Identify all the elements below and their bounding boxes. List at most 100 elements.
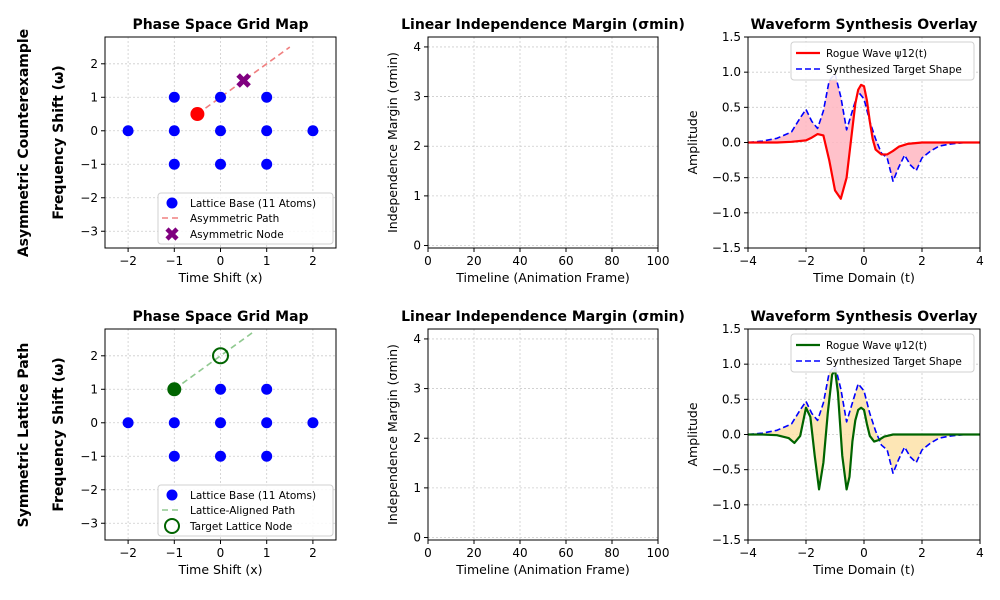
- lattice-point: [307, 125, 319, 137]
- y-tick-label: 1: [90, 90, 98, 104]
- y-tick-label: −1: [80, 157, 98, 171]
- y-tick-label: 0: [90, 416, 98, 430]
- panel-title: Phase Space Grid Map: [132, 17, 308, 33]
- lattice-point: [215, 383, 226, 395]
- series-line: [748, 72, 980, 182]
- lattice-point: [261, 417, 273, 429]
- path-line: [196, 46, 291, 115]
- plot-area: [748, 364, 980, 491]
- y-tick-label: 0.5: [722, 100, 741, 114]
- y-tick-label: −0.5: [712, 463, 741, 477]
- chart-panel-row1-margin: 0 20 40 60 80 100 0 1 2 3 4 Linear Independence Mar…: [385, 17, 685, 285]
- legend-box: [790, 333, 975, 373]
- start-point: [167, 382, 182, 397]
- legend-label-series: Synthesized Target Shape: [826, 356, 962, 368]
- start-point: [190, 107, 205, 122]
- x-tick-label: 80: [604, 254, 619, 268]
- x-tick-label: −2: [119, 254, 137, 268]
- x-tick-label: 2: [309, 254, 317, 268]
- legend-label-lattice: Lattice Base (11 Atoms): [190, 198, 316, 210]
- legend: Lattice Base (11 Atoms) Lattice-Aligned P…: [157, 484, 334, 537]
- y-axis-label: Independence Margin (σmin): [385, 52, 400, 233]
- x-tick-label: 1: [263, 254, 271, 268]
- axes-frame: [427, 36, 659, 249]
- panel-title: Linear Independence Margin (σmin): [401, 17, 685, 33]
- x-tick-label: 0: [424, 254, 432, 268]
- lattice-point: [215, 417, 226, 429]
- lattice-point: [168, 450, 180, 462]
- chart-panel-row2-wave: −4 −2 0 2 4 −1.5 −1.0 −0.5 0.0 0.5 1.0 1.5 Waveform …: [685, 309, 984, 577]
- y-tick-label: 1.0: [722, 65, 741, 79]
- x-tick-label: 2: [918, 254, 926, 268]
- y-tick-label: 0: [413, 239, 421, 253]
- x-tick-label: −2: [797, 546, 815, 560]
- legend-marker-target: [165, 227, 179, 241]
- legend-label-path: Lattice-Aligned Path: [190, 505, 295, 517]
- x-tick-label: 20: [466, 546, 481, 560]
- x-tick-label: −2: [797, 254, 815, 268]
- lattice-point: [168, 417, 180, 429]
- path-line: [173, 331, 254, 390]
- y-tick-label: 1: [90, 382, 98, 396]
- lattice-point: [215, 91, 226, 103]
- y-axis-label: Independence Margin (σmin): [385, 344, 400, 525]
- y-tick-label: −1.5: [712, 241, 741, 255]
- legend-marker-lattice: [166, 197, 178, 209]
- series-line: [748, 368, 980, 491]
- y-tick-label: −3: [80, 224, 98, 238]
- x-tick-label: −4: [739, 254, 757, 268]
- y-tick-label: 2: [90, 349, 98, 363]
- lattice-point: [261, 158, 273, 170]
- y-tick-label: 1.5: [722, 322, 741, 336]
- legend: Rogue Wave ψ12(t) Synthesized Target Shap…: [790, 333, 975, 373]
- y-tick-label: 1: [413, 189, 421, 203]
- fill-between-area: [748, 73, 980, 199]
- y-tick-label: −1.0: [712, 206, 741, 220]
- lattice-point: [261, 91, 273, 103]
- x-tick-label: 40: [512, 546, 527, 560]
- series-line: [748, 364, 980, 474]
- y-tick-label: 3: [413, 382, 421, 396]
- x-tick-label: 20: [466, 254, 481, 268]
- x-axis-label: Timeline (Animation Frame): [455, 270, 630, 285]
- y-tick-label: 0: [90, 124, 98, 138]
- y-tick-label: 0.0: [722, 136, 741, 150]
- y-axis-label: Frequency Shift (ω): [51, 65, 67, 219]
- y-axis-label: Amplitude: [685, 402, 700, 466]
- x-tick-label: 2: [918, 546, 926, 560]
- y-tick-label: −1.0: [712, 498, 741, 512]
- chart-panel-row1-wave: −4 −2 0 2 4 −1.5 −1.0 −0.5 0.0 0.5 1.0 1.5 Waveform …: [685, 17, 984, 285]
- axes-frame: [427, 328, 659, 541]
- lattice-point: [261, 125, 273, 137]
- lattice-point: [215, 158, 226, 170]
- x-tick-label: 1: [263, 546, 271, 560]
- legend-label-lattice: Lattice Base (11 Atoms): [190, 490, 316, 502]
- legend-label-path: Asymmetric Path: [190, 213, 279, 225]
- y-axis-label: Amplitude: [685, 110, 700, 174]
- panel-title: Phase Space Grid Map: [132, 309, 308, 325]
- legend: Lattice Base (11 Atoms) Asymmetric Path As…: [157, 192, 334, 245]
- x-tick-label: 0: [860, 546, 868, 560]
- lattice-point: [168, 91, 180, 103]
- legend-label-series: Synthesized Target Shape: [826, 64, 962, 76]
- lattice-point: [215, 125, 226, 137]
- legend-marker-lattice: [166, 489, 178, 501]
- x-axis-label: Time Domain (t): [812, 270, 915, 285]
- x-tick-label: 0: [217, 254, 225, 268]
- y-axis-label: Frequency Shift (ω): [51, 357, 67, 511]
- legend-label-series: Rogue Wave ψ12(t): [826, 48, 927, 60]
- x-tick-label: −2: [119, 546, 137, 560]
- x-axis-label: Time Shift (x): [177, 270, 262, 285]
- y-tick-label: 0: [413, 531, 421, 545]
- y-tick-label: 2: [90, 57, 98, 71]
- fill-between-area: [748, 365, 980, 490]
- panel-title: Linear Independence Margin (σmin): [401, 309, 685, 325]
- x-tick-label: 0: [424, 546, 432, 560]
- target-marker: [212, 347, 229, 365]
- y-tick-label: 1.0: [722, 357, 741, 371]
- x-tick-label: 60: [558, 546, 573, 560]
- y-tick-label: −1: [80, 449, 98, 463]
- y-tick-label: −2: [80, 191, 98, 205]
- x-tick-label: 80: [604, 546, 619, 560]
